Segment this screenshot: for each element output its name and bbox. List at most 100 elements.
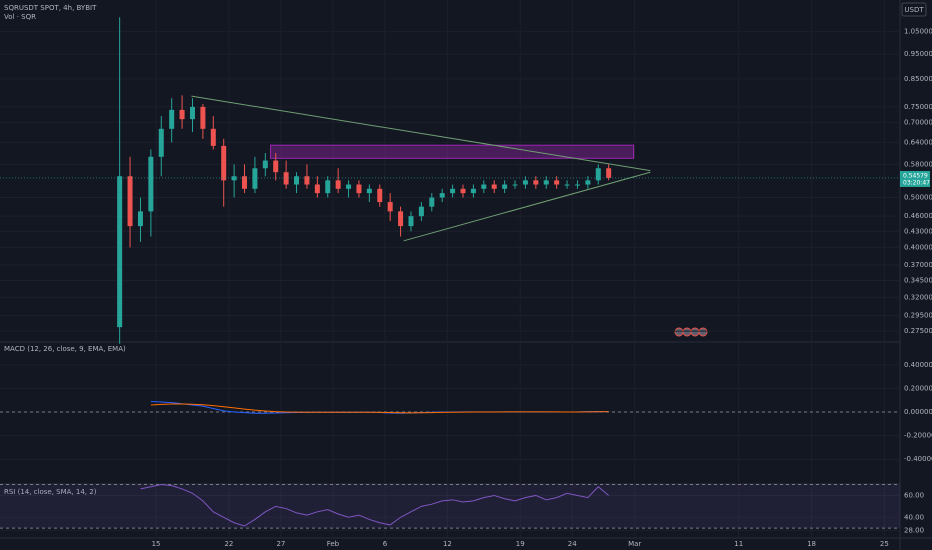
currency-label[interactable]: USDT bbox=[904, 6, 924, 14]
macd-line bbox=[150, 403, 609, 414]
candle-body bbox=[533, 180, 539, 185]
y-tick-label: 0.00000 bbox=[904, 408, 932, 416]
y-tick-label: 0.40000 bbox=[904, 243, 932, 251]
candle-body bbox=[356, 184, 362, 194]
candle-body bbox=[210, 128, 216, 146]
candle-body bbox=[398, 211, 404, 227]
x-tick-label: 24 bbox=[568, 540, 577, 548]
x-tick-label: 6 bbox=[383, 540, 388, 548]
candle-body bbox=[314, 184, 320, 194]
y-tick-label: 0.34500 bbox=[904, 276, 932, 284]
x-tick-label: 11 bbox=[734, 540, 743, 548]
candle-body bbox=[502, 184, 508, 189]
macd-label: MACD (12, 26, close, 9, EMA, EMA) bbox=[4, 345, 126, 353]
currency-button[interactable] bbox=[901, 2, 927, 17]
candle-body bbox=[169, 109, 175, 129]
candle-body bbox=[325, 180, 331, 194]
candle-body bbox=[346, 184, 352, 189]
candle-body bbox=[252, 168, 258, 189]
chart-title: SQRUSDT SPOT, 4h, BYBIT bbox=[4, 4, 97, 12]
y-tick-label: 0.50000 bbox=[904, 194, 932, 202]
candle-body bbox=[522, 180, 528, 185]
x-tick-label: 12 bbox=[443, 540, 452, 548]
candle-body bbox=[481, 184, 487, 189]
candle-body bbox=[574, 184, 580, 186]
x-tick-label: 15 bbox=[152, 540, 161, 548]
candle-body bbox=[450, 188, 456, 194]
y-tick-label: 0.70000 bbox=[904, 118, 932, 126]
last-price-label: 0.54579 bbox=[903, 172, 928, 179]
candle-body bbox=[408, 216, 414, 227]
y-tick-label: -0.40000 bbox=[904, 455, 932, 463]
y-tick-label: 0.64000 bbox=[904, 138, 932, 146]
y-tick-label: 0.32000 bbox=[904, 293, 932, 301]
candle-body bbox=[366, 188, 372, 194]
x-tick-label: 19 bbox=[516, 540, 525, 548]
candle-body bbox=[564, 184, 570, 186]
candle-body bbox=[148, 156, 154, 212]
candle-body bbox=[491, 184, 497, 189]
candle-body bbox=[158, 128, 164, 157]
candle-body bbox=[304, 176, 310, 185]
price-zone bbox=[270, 144, 635, 159]
x-tick-label: 18 bbox=[807, 540, 816, 548]
countdown-label: 03:20:47 bbox=[903, 179, 930, 186]
y-tick-label: -0.20000 bbox=[904, 432, 932, 440]
y-tick-label: 0.40000 bbox=[904, 361, 932, 369]
y-tick-label: 0.58000 bbox=[904, 160, 932, 168]
candle-body bbox=[543, 180, 549, 185]
trend-line bbox=[191, 95, 651, 172]
candle-body bbox=[377, 188, 383, 203]
candle-body bbox=[335, 180, 341, 189]
candle-body bbox=[439, 193, 445, 198]
rsi-label: RSI (14, close, SMA, 14, 2) bbox=[4, 488, 97, 496]
candle-body bbox=[242, 176, 248, 189]
x-tick-label: 27 bbox=[276, 540, 285, 548]
candle-body bbox=[221, 145, 227, 181]
y-tick-label: 40.00 bbox=[904, 513, 924, 521]
x-tick-label: Feb bbox=[327, 540, 340, 548]
y-tick-label: 0.46000 bbox=[904, 212, 932, 220]
candle-body bbox=[554, 180, 560, 185]
rsi-line bbox=[140, 484, 609, 527]
y-tick-label: 0.27500 bbox=[904, 327, 932, 335]
volume-label: Vol · SQR bbox=[4, 13, 36, 21]
y-tick-label: 0.43000 bbox=[904, 227, 932, 235]
y-tick-label: 1.05000 bbox=[904, 28, 932, 36]
candle-body bbox=[189, 106, 195, 120]
candle-body bbox=[429, 197, 435, 207]
y-tick-label: 0.75000 bbox=[904, 103, 932, 111]
x-tick-label: 25 bbox=[880, 540, 889, 548]
last-price-tag bbox=[900, 170, 930, 187]
candle-body bbox=[179, 109, 185, 120]
y-tick-label: 0.20000 bbox=[904, 384, 932, 392]
event-icons bbox=[674, 327, 708, 337]
y-tick-label: 0.95000 bbox=[904, 50, 932, 58]
candle-body bbox=[512, 184, 518, 186]
y-tick-label: 28.00 bbox=[904, 526, 924, 534]
y-tick-label: 0.29500 bbox=[904, 311, 932, 319]
candle-body bbox=[231, 176, 237, 181]
candle-body bbox=[127, 176, 133, 227]
candle-body bbox=[387, 202, 393, 212]
y-tick-label: 0.85000 bbox=[904, 75, 932, 83]
candle-body bbox=[470, 188, 476, 194]
candle-body bbox=[137, 211, 143, 227]
rsi-band bbox=[0, 484, 900, 529]
candle-body bbox=[283, 172, 289, 185]
candle-body bbox=[595, 168, 601, 181]
candle-body bbox=[418, 206, 424, 217]
candle-body bbox=[117, 176, 123, 328]
candle-body bbox=[294, 176, 300, 185]
candle-body bbox=[262, 160, 268, 169]
candle-body bbox=[200, 106, 206, 129]
candle-body bbox=[460, 188, 466, 194]
candle-body bbox=[585, 180, 591, 185]
x-tick-label: Mar bbox=[628, 540, 641, 548]
candle-body bbox=[606, 168, 612, 178]
x-tick-label: 22 bbox=[224, 540, 233, 548]
trend-line bbox=[403, 171, 651, 242]
y-tick-label: 60.00 bbox=[904, 491, 924, 499]
